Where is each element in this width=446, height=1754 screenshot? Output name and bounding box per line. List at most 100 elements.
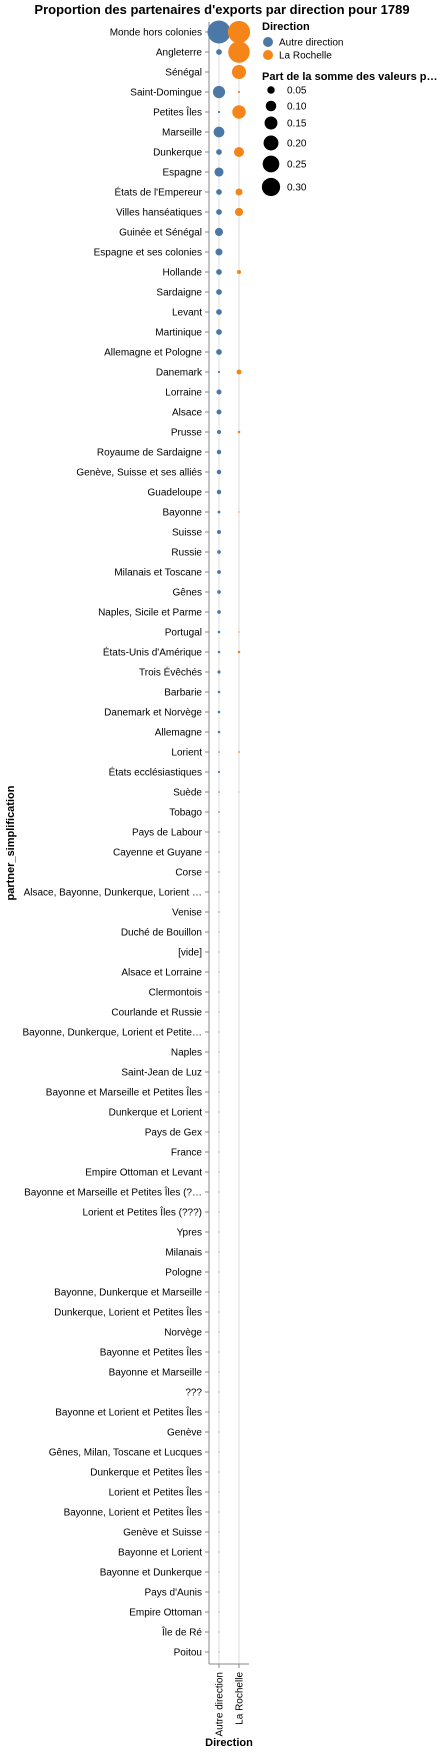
y-tick-label: Portugal — [165, 628, 202, 639]
data-point — [218, 1491, 220, 1493]
data-point — [218, 831, 220, 833]
data-point — [216, 449, 222, 455]
y-tick-label: Alsace — [172, 408, 202, 419]
data-point — [238, 511, 240, 513]
data-point — [218, 1191, 220, 1193]
y-tick-label: Norvège — [164, 1328, 202, 1339]
data-point — [217, 110, 221, 114]
data-point — [216, 469, 222, 475]
data-point — [227, 20, 251, 44]
data-point — [216, 329, 222, 335]
y-tick-label: Guadeloupe — [148, 488, 203, 499]
data-point — [218, 1351, 220, 1353]
data-point — [218, 991, 220, 993]
y-tick-label: Lorient — [171, 748, 202, 759]
data-point — [218, 1531, 220, 1533]
data-point — [217, 510, 221, 514]
legend: Direction Autre direction La Rochelle Par… — [261, 21, 437, 197]
y-tick-label: Bayonne et Lorient et Petites Îles — [55, 1406, 202, 1419]
y-tick-label: Angleterre — [156, 48, 203, 59]
data-point — [237, 430, 241, 434]
data-point — [238, 631, 240, 633]
data-point — [218, 871, 220, 873]
y-tick-label: Saint-Jean de Luz — [121, 1068, 202, 1079]
legend-size-swatch — [261, 177, 281, 197]
legend-color-entries: Autre direction La Rochelle — [263, 37, 343, 62]
data-point — [212, 85, 226, 99]
y-tick-label: Guinée et Sénégal — [119, 228, 202, 239]
data-point — [216, 49, 222, 55]
y-tick-label: Bayonne, Dunkerque, Lorient et Petite… — [22, 1028, 202, 1039]
y-tick-labels: Monde hors colonies Angleterre Sénégal Sain… — [22, 28, 203, 1659]
data-point — [218, 931, 220, 933]
data-point — [218, 1571, 220, 1573]
data-point — [218, 951, 220, 953]
data-point — [218, 1451, 220, 1453]
data-point — [217, 550, 221, 554]
legend-color-title: Direction — [262, 21, 310, 33]
y-tick-label: Milanais — [165, 1248, 202, 1259]
data-point — [218, 1551, 220, 1553]
y-tick-label: Barbarie — [164, 688, 202, 699]
legend-size-label: 0.25 — [287, 160, 307, 171]
legend-size-swatch — [262, 155, 280, 173]
chart-title: Proportion des partenaires d'exports par… — [34, 2, 409, 17]
y-tick-label: Bayonne et Marseille et Petites Îles (?… — [24, 1186, 202, 1199]
data-point — [216, 429, 222, 435]
data-point — [217, 730, 221, 734]
y-tick-label: Dunkerque — [153, 148, 202, 159]
data-point — [217, 690, 221, 694]
data-point — [218, 1411, 220, 1413]
data-point — [218, 1131, 220, 1133]
y-tick-label: Prusse — [171, 428, 203, 439]
data-point — [228, 41, 250, 63]
y-tick-label: Saint-Domingue — [130, 88, 202, 99]
y-tick-label: Cayenne et Guyane — [113, 848, 202, 859]
data-point — [216, 529, 222, 535]
legend-size-entries: 0.05 0.10 0.15 0.20 0.25 0.30 — [261, 86, 307, 197]
y-tick-label: Clermontois — [149, 988, 202, 999]
y-tick-label: Bayonne et Petites Îles — [100, 1346, 202, 1359]
data-point — [218, 1431, 220, 1433]
y-tick-label: Lorraine — [165, 388, 202, 399]
y-tick-label: Lorient et Petites Îles (???) — [82, 1206, 202, 1219]
grid-layer — [218, 22, 240, 1664]
y-axis-title: partner_simplification — [5, 785, 17, 900]
data-point — [216, 269, 222, 275]
y-tick-label: Alsace, Bayonne, Dunkerque, Lorient … — [24, 888, 202, 899]
legend-size-swatch — [265, 100, 277, 112]
y-tick-label: [vide] — [178, 948, 202, 959]
y-tick-label: Empire Ottoman — [129, 1608, 202, 1619]
data-point — [218, 1051, 220, 1053]
y-tick-label: Bayonne — [163, 508, 203, 519]
y-tick-label: Genève et Suisse — [123, 1528, 202, 1539]
data-point — [207, 20, 231, 44]
data-point — [216, 489, 222, 495]
legend-size-label: 0.05 — [287, 86, 307, 97]
data-point — [216, 349, 222, 355]
points-layer — [207, 20, 251, 1653]
legend-color-swatch — [263, 37, 273, 47]
data-point — [218, 1371, 220, 1373]
y-tick-label: Danemark et Norvège — [104, 708, 202, 719]
data-point — [218, 1331, 220, 1333]
data-point — [218, 1091, 220, 1093]
x-tick-labels: Autre direction La Rochelle — [215, 1672, 246, 1737]
data-point — [216, 209, 222, 215]
data-point — [215, 248, 223, 256]
data-point — [217, 590, 221, 594]
legend-size-swatch — [267, 86, 275, 94]
data-point — [218, 811, 220, 813]
data-point — [218, 1151, 220, 1153]
y-tick-label: Monde hors colonies — [110, 28, 202, 39]
y-tick-label: Suède — [173, 788, 202, 799]
data-point — [213, 126, 225, 138]
y-tick-label: Hollande — [163, 268, 203, 279]
y-tick-label: Russie — [171, 548, 202, 559]
data-point — [218, 1271, 220, 1273]
legend-size-title: Part de la somme des valeurs p… — [262, 71, 437, 83]
data-point — [217, 610, 221, 614]
data-point — [218, 1211, 220, 1213]
y-tick-label: Sénégal — [165, 68, 202, 79]
y-tick-label: Sardaigne — [156, 288, 202, 299]
